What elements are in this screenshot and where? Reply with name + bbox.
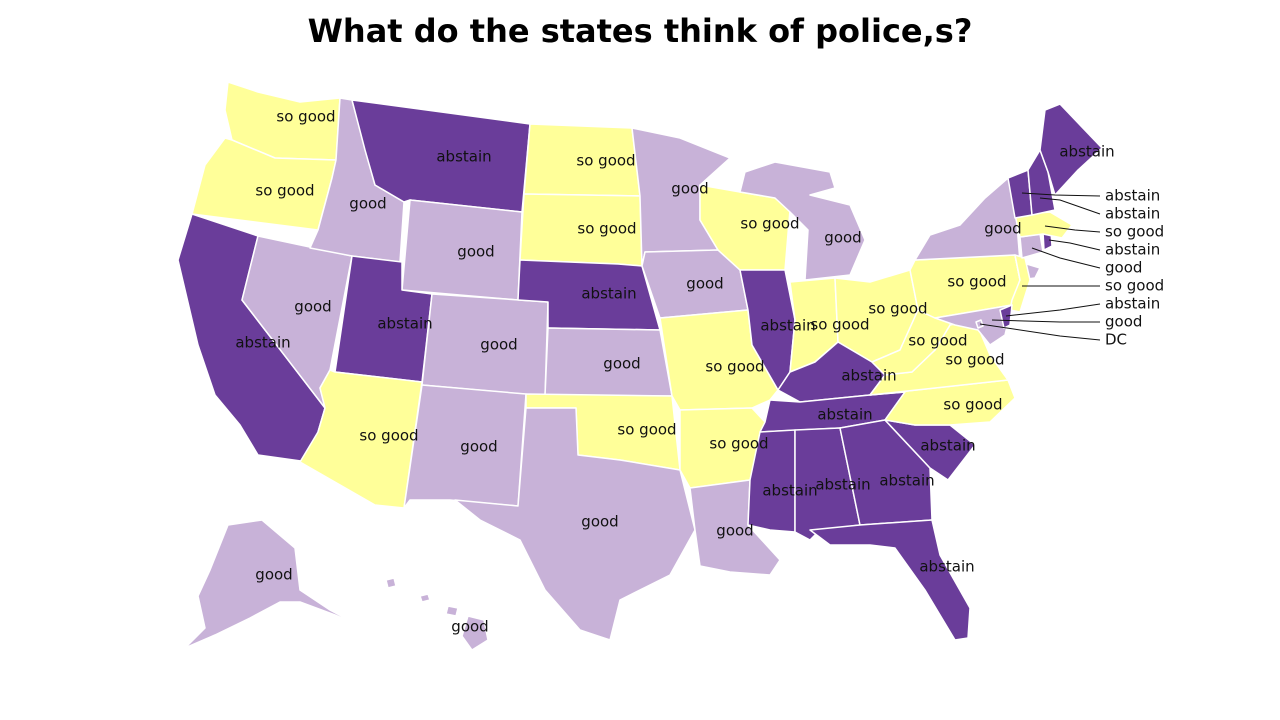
leader-dc [979,323,1101,341]
leader-md [991,319,1100,323]
label-me: abstain [1059,143,1114,161]
leader-nh [1039,197,1101,215]
label-id: good [349,195,386,213]
state-fl [809,519,971,641]
label-wv: so good [908,332,967,350]
state-me [1039,103,1103,196]
leader-ct [1031,247,1101,269]
label-hi: good [451,618,488,636]
state-ak [184,519,359,649]
label-nc: so good [943,396,1002,414]
label-nd: so good [576,152,635,170]
label-or: so good [255,182,314,200]
labels-layer: so good so good good abstain abstain goo… [235,108,1114,636]
label-la: good [716,522,753,540]
label-ky: abstain [841,367,896,385]
label-pa: so good [947,273,1006,291]
label-ct: good [1105,259,1142,277]
states-layer [177,81,1103,651]
label-ar: so good [709,435,768,453]
label-nh: abstain [1105,205,1160,223]
label-ia: good [686,275,723,293]
state-mi [739,161,866,281]
label-in: so good [810,316,869,334]
label-mt: abstain [436,148,491,166]
label-ga: abstain [879,472,934,490]
label-ny: good [984,220,1021,238]
label-az: so good [359,427,418,445]
label-mo: so good [705,358,764,376]
label-tx: good [581,513,618,531]
leader-ri [1048,239,1101,251]
label-fl: abstain [919,558,974,576]
label-oh: so good [868,300,927,318]
label-wy: good [457,243,494,261]
leader-ma [1044,225,1101,233]
label-nm: good [460,438,497,456]
leader-de [1005,303,1101,317]
label-vt: abstain [1105,187,1160,205]
label-co: good [480,336,517,354]
label-ne: abstain [581,285,636,303]
label-ma: so good [1105,223,1164,241]
label-sc: abstain [920,437,975,455]
label-ri: abstain [1105,241,1160,259]
map-title: What do the states think of police,s? [308,12,973,50]
label-il: abstain [760,317,815,335]
label-de: abstain [1105,295,1160,313]
state-de [999,304,1013,329]
label-mn: good [671,180,708,198]
state-tx [454,407,696,641]
label-nv: good [294,298,331,316]
label-ms: abstain [762,482,817,500]
side-labels: abstain abstain so good abstain good so … [1105,187,1164,349]
label-ca: abstain [235,334,290,352]
state-hi-kauai [385,577,397,589]
label-sd: so good [577,220,636,238]
label-nj: so good [1105,277,1164,295]
label-va: so good [945,351,1004,369]
label-tn: abstain [817,406,872,424]
label-md: good [1105,313,1142,331]
state-nj [1009,254,1031,313]
state-ct [1019,233,1044,259]
leader-vt [1021,192,1101,197]
state-hi-maui [445,605,459,617]
state-dc [975,319,984,329]
state-hi [461,615,489,651]
label-dc: DC [1105,331,1127,349]
state-hi-oahu [419,593,431,603]
label-ok: so good [617,421,676,439]
label-al: abstain [815,476,870,494]
label-wa: so good [276,108,335,126]
state-ma [1014,211,1073,239]
leaders-layer [979,192,1101,341]
label-ks: good [603,355,640,373]
label-wi: so good [740,215,799,233]
label-ak: good [255,566,292,584]
label-ut: abstain [377,315,432,333]
state-hi-group [385,577,489,651]
label-mi: good [824,229,861,247]
